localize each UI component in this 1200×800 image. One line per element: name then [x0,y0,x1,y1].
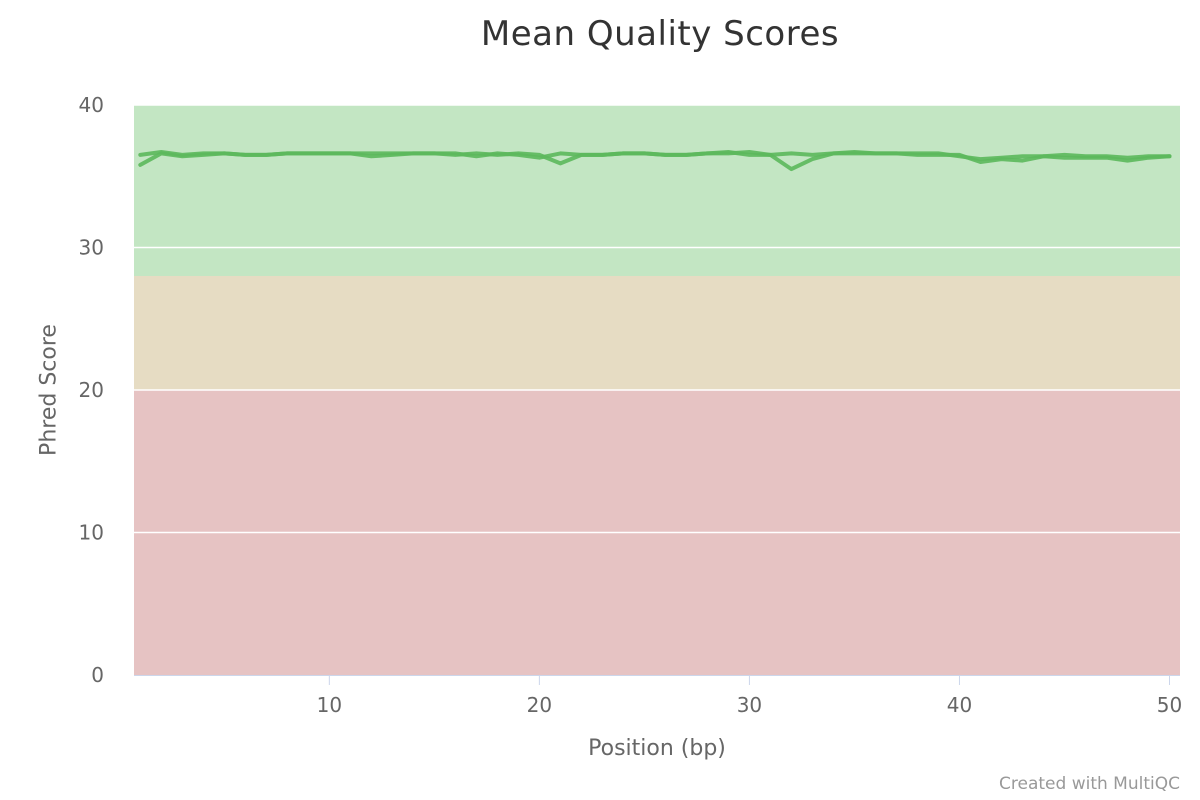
x-tick-label-50: 50 [1157,693,1182,717]
y-tick-labels: 0 10 20 30 40 [79,93,104,687]
y-axis-label: Phred Score [36,324,62,456]
x-tick-labels: 10 20 30 40 50 [317,693,1183,717]
series-lines [138,150,1172,172]
x-tick-label-20: 20 [527,693,552,717]
y-tick-label-40: 40 [79,93,104,117]
credit-link[interactable]: Created with MultiQC [999,774,1180,794]
y-tick-label-30: 30 [79,236,104,260]
y-tick-label-10: 10 [79,521,104,545]
series-line-1[interactable] [138,150,1172,162]
y-tick-label-20: 20 [79,378,104,402]
x-tick-label-40: 40 [947,693,972,717]
x-tick-label-30: 30 [737,693,762,717]
axes [134,675,1180,685]
quality-band-0 [134,105,1180,276]
quality-band-1 [134,276,1180,390]
x-axis-label: Position (bp) [588,736,726,761]
y-tick-label-0: 0 [91,663,104,687]
x-tick-label-10: 10 [317,693,342,717]
grid-lines [134,104,1180,534]
chart-title: Mean Quality Scores [480,14,840,54]
